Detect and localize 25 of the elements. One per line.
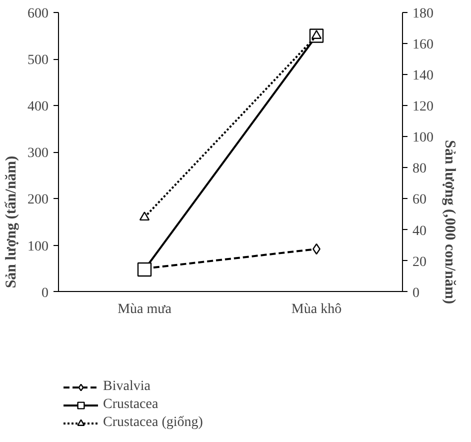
- y2-tick-label: 160: [412, 38, 434, 53]
- y2-tick-label: 120: [412, 100, 434, 115]
- x-tick-label: Mùa khô: [291, 302, 342, 317]
- y2-tick-label: 180: [412, 6, 434, 22]
- y-tick-label: 500: [28, 53, 48, 68]
- y2-tick-label: 0: [412, 286, 420, 301]
- legend-label: Crustacea: [103, 397, 158, 413]
- y-tick-label: 100: [28, 239, 48, 254]
- y-tick-label: 400: [28, 100, 48, 115]
- y2-tick-label: 80: [412, 162, 426, 177]
- y-tick-label: 200: [28, 192, 48, 208]
- y-tick-label: 300: [28, 146, 48, 162]
- y2-tick-label: 20: [412, 254, 426, 270]
- x-tick-label: Mùa mưa: [118, 302, 172, 317]
- y-tick-label: 0: [42, 286, 48, 301]
- y2-tick-label: 100: [412, 130, 434, 146]
- y2-tick-label: 60: [412, 192, 426, 208]
- y2-tick-label: 40: [412, 224, 426, 239]
- point: [137, 262, 152, 277]
- y-tick-label: 600: [28, 6, 48, 22]
- y2-axis-title: Sản lượng (,000 con/năm): [442, 140, 458, 304]
- legend-label: Bivalvia: [103, 379, 150, 395]
- y-axis-title: Sản lượng (tấn/năm): [4, 156, 20, 288]
- legend-label: Crustacea (giống): [103, 415, 203, 431]
- y2-tick-label: 140: [412, 68, 434, 84]
